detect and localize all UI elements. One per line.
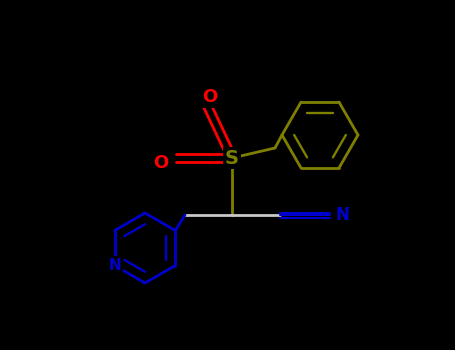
Text: O: O <box>153 154 169 172</box>
Text: N: N <box>108 258 121 273</box>
Text: N: N <box>335 206 349 224</box>
Text: O: O <box>202 88 217 106</box>
Text: S: S <box>225 148 239 168</box>
